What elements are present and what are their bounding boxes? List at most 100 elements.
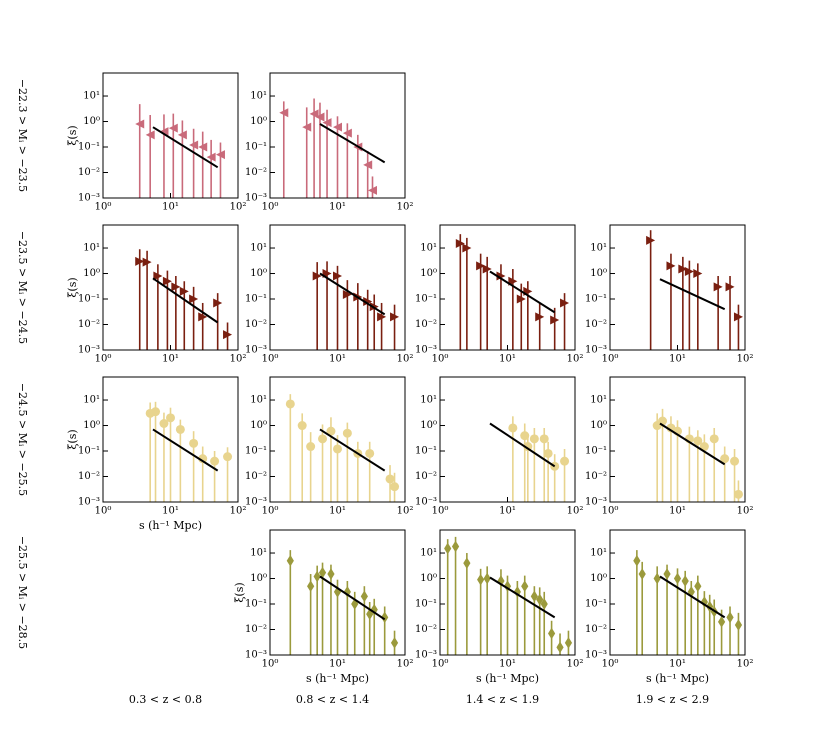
x-tick-label: 10¹ <box>329 506 346 517</box>
x-axis-label: s (h⁻¹ Mpc) <box>139 519 202 532</box>
data-point <box>508 423 518 433</box>
data-point <box>693 269 703 279</box>
data-point <box>381 611 389 624</box>
y-tick-label: 10⁰ <box>83 116 100 127</box>
data-point <box>342 290 352 300</box>
y-tick-label: 10⁻³ <box>415 345 437 356</box>
y-tick-label: 10⁻² <box>415 624 437 635</box>
x-tick-label: 10² <box>397 506 414 517</box>
y-tick-label: 10⁻² <box>78 471 100 482</box>
data-point <box>444 542 452 555</box>
data-point <box>363 160 373 170</box>
x-tick-label: 10⁰ <box>602 354 619 365</box>
y-tick-label: 10⁻³ <box>245 345 267 356</box>
panel: 10⁰ 10¹ 10² 10⁻³ 10⁻² 10⁻¹ 10⁰ 10¹ <box>585 376 753 517</box>
data-point <box>726 611 734 624</box>
x-tick-label: 10² <box>567 659 584 670</box>
data-point <box>333 271 342 281</box>
data-point <box>215 150 225 160</box>
data-point <box>286 554 294 567</box>
y-tick-label: 10⁻¹ <box>415 446 437 457</box>
data-point <box>521 580 529 593</box>
fit-line <box>489 270 556 314</box>
fit-line <box>319 575 386 621</box>
data-point <box>560 456 570 466</box>
y-tick-label: 10⁻¹ <box>415 599 437 610</box>
data-point <box>516 294 526 304</box>
y-axis-label: ξ(s) <box>66 277 79 297</box>
data-point <box>713 282 723 292</box>
fit-line <box>659 575 726 619</box>
data-point <box>564 636 573 649</box>
column-label: 1.9 < z < 2.9 <box>636 693 709 706</box>
data-point <box>313 570 321 583</box>
y-tick-label: 10⁻¹ <box>585 446 607 457</box>
column-label: 0.3 < z < 0.8 <box>129 693 202 706</box>
y-tick-label: 10⁻² <box>78 167 100 178</box>
data-point <box>318 434 328 444</box>
data-point <box>189 438 199 448</box>
y-tick-label: 10¹ <box>590 395 607 406</box>
panel: 10⁰ 10¹ 10² 10⁻³ 10⁻² 10⁻¹ 10⁰ 10¹ ξ(s) <box>66 72 246 213</box>
data-point <box>451 540 460 553</box>
y-tick-label: 10¹ <box>83 91 100 102</box>
y-axis-label: ξ(s) <box>66 125 79 145</box>
y-tick-label: 10⁻¹ <box>78 446 100 457</box>
fit-line <box>489 422 556 468</box>
x-tick-label: 10² <box>230 506 247 517</box>
data-point <box>694 580 702 593</box>
data-point <box>327 568 335 580</box>
panel: 10⁰ 10¹ 10² 10⁻³ 10⁻² 10⁻¹ 10⁰ 10¹ <box>415 376 583 517</box>
data-point <box>168 123 178 133</box>
data-point <box>734 619 743 631</box>
x-tick-label: 10¹ <box>669 659 686 670</box>
data-point <box>333 122 342 132</box>
y-tick-label: 10⁻³ <box>245 650 267 661</box>
x-tick-label: 10² <box>230 354 247 365</box>
data-point <box>297 421 307 431</box>
panel-frame <box>439 224 576 351</box>
y-tick-label: 10⁰ <box>250 573 267 584</box>
data-point <box>189 140 199 150</box>
x-tick-label: 10² <box>567 354 584 365</box>
data-point <box>477 573 485 586</box>
panel-frame <box>439 529 576 656</box>
y-tick-label: 10¹ <box>590 548 607 559</box>
data-point <box>153 271 163 281</box>
panel-frame <box>269 376 406 503</box>
y-tick-label: 10¹ <box>250 91 267 102</box>
data-point <box>390 312 400 322</box>
fit-line <box>319 123 386 164</box>
panel-frame <box>102 224 239 351</box>
data-point <box>709 434 719 444</box>
data-point <box>733 489 743 499</box>
y-tick-label: 10⁻³ <box>585 497 607 508</box>
y-tick-label: 10⁻¹ <box>245 599 267 610</box>
data-point <box>653 572 661 585</box>
y-tick-label: 10⁻¹ <box>245 446 267 457</box>
data-point <box>699 442 709 452</box>
data-point <box>681 575 689 587</box>
y-tick-label: 10⁰ <box>420 268 437 279</box>
x-tick-label: 10¹ <box>162 202 179 213</box>
y-tick-label: 10⁰ <box>590 420 607 431</box>
data-point <box>706 600 714 613</box>
x-tick-label: 10¹ <box>499 659 516 670</box>
y-tick-label: 10¹ <box>83 243 100 254</box>
data-point <box>476 261 486 271</box>
data-point <box>206 152 216 162</box>
data-point <box>673 572 682 585</box>
data-point <box>326 426 336 436</box>
data-point <box>223 330 233 340</box>
y-tick-label: 10⁻¹ <box>585 599 607 610</box>
x-tick-label: 10² <box>737 659 754 670</box>
y-tick-label: 10⁰ <box>590 573 607 584</box>
data-point <box>536 593 544 606</box>
fit-line <box>489 576 556 619</box>
fit-line <box>152 126 219 169</box>
row-label: −25.5 > Mᵢ > −28.5 <box>16 536 29 649</box>
data-point <box>159 418 169 428</box>
x-tick-label: 10⁰ <box>95 354 112 365</box>
data-point <box>633 554 641 567</box>
